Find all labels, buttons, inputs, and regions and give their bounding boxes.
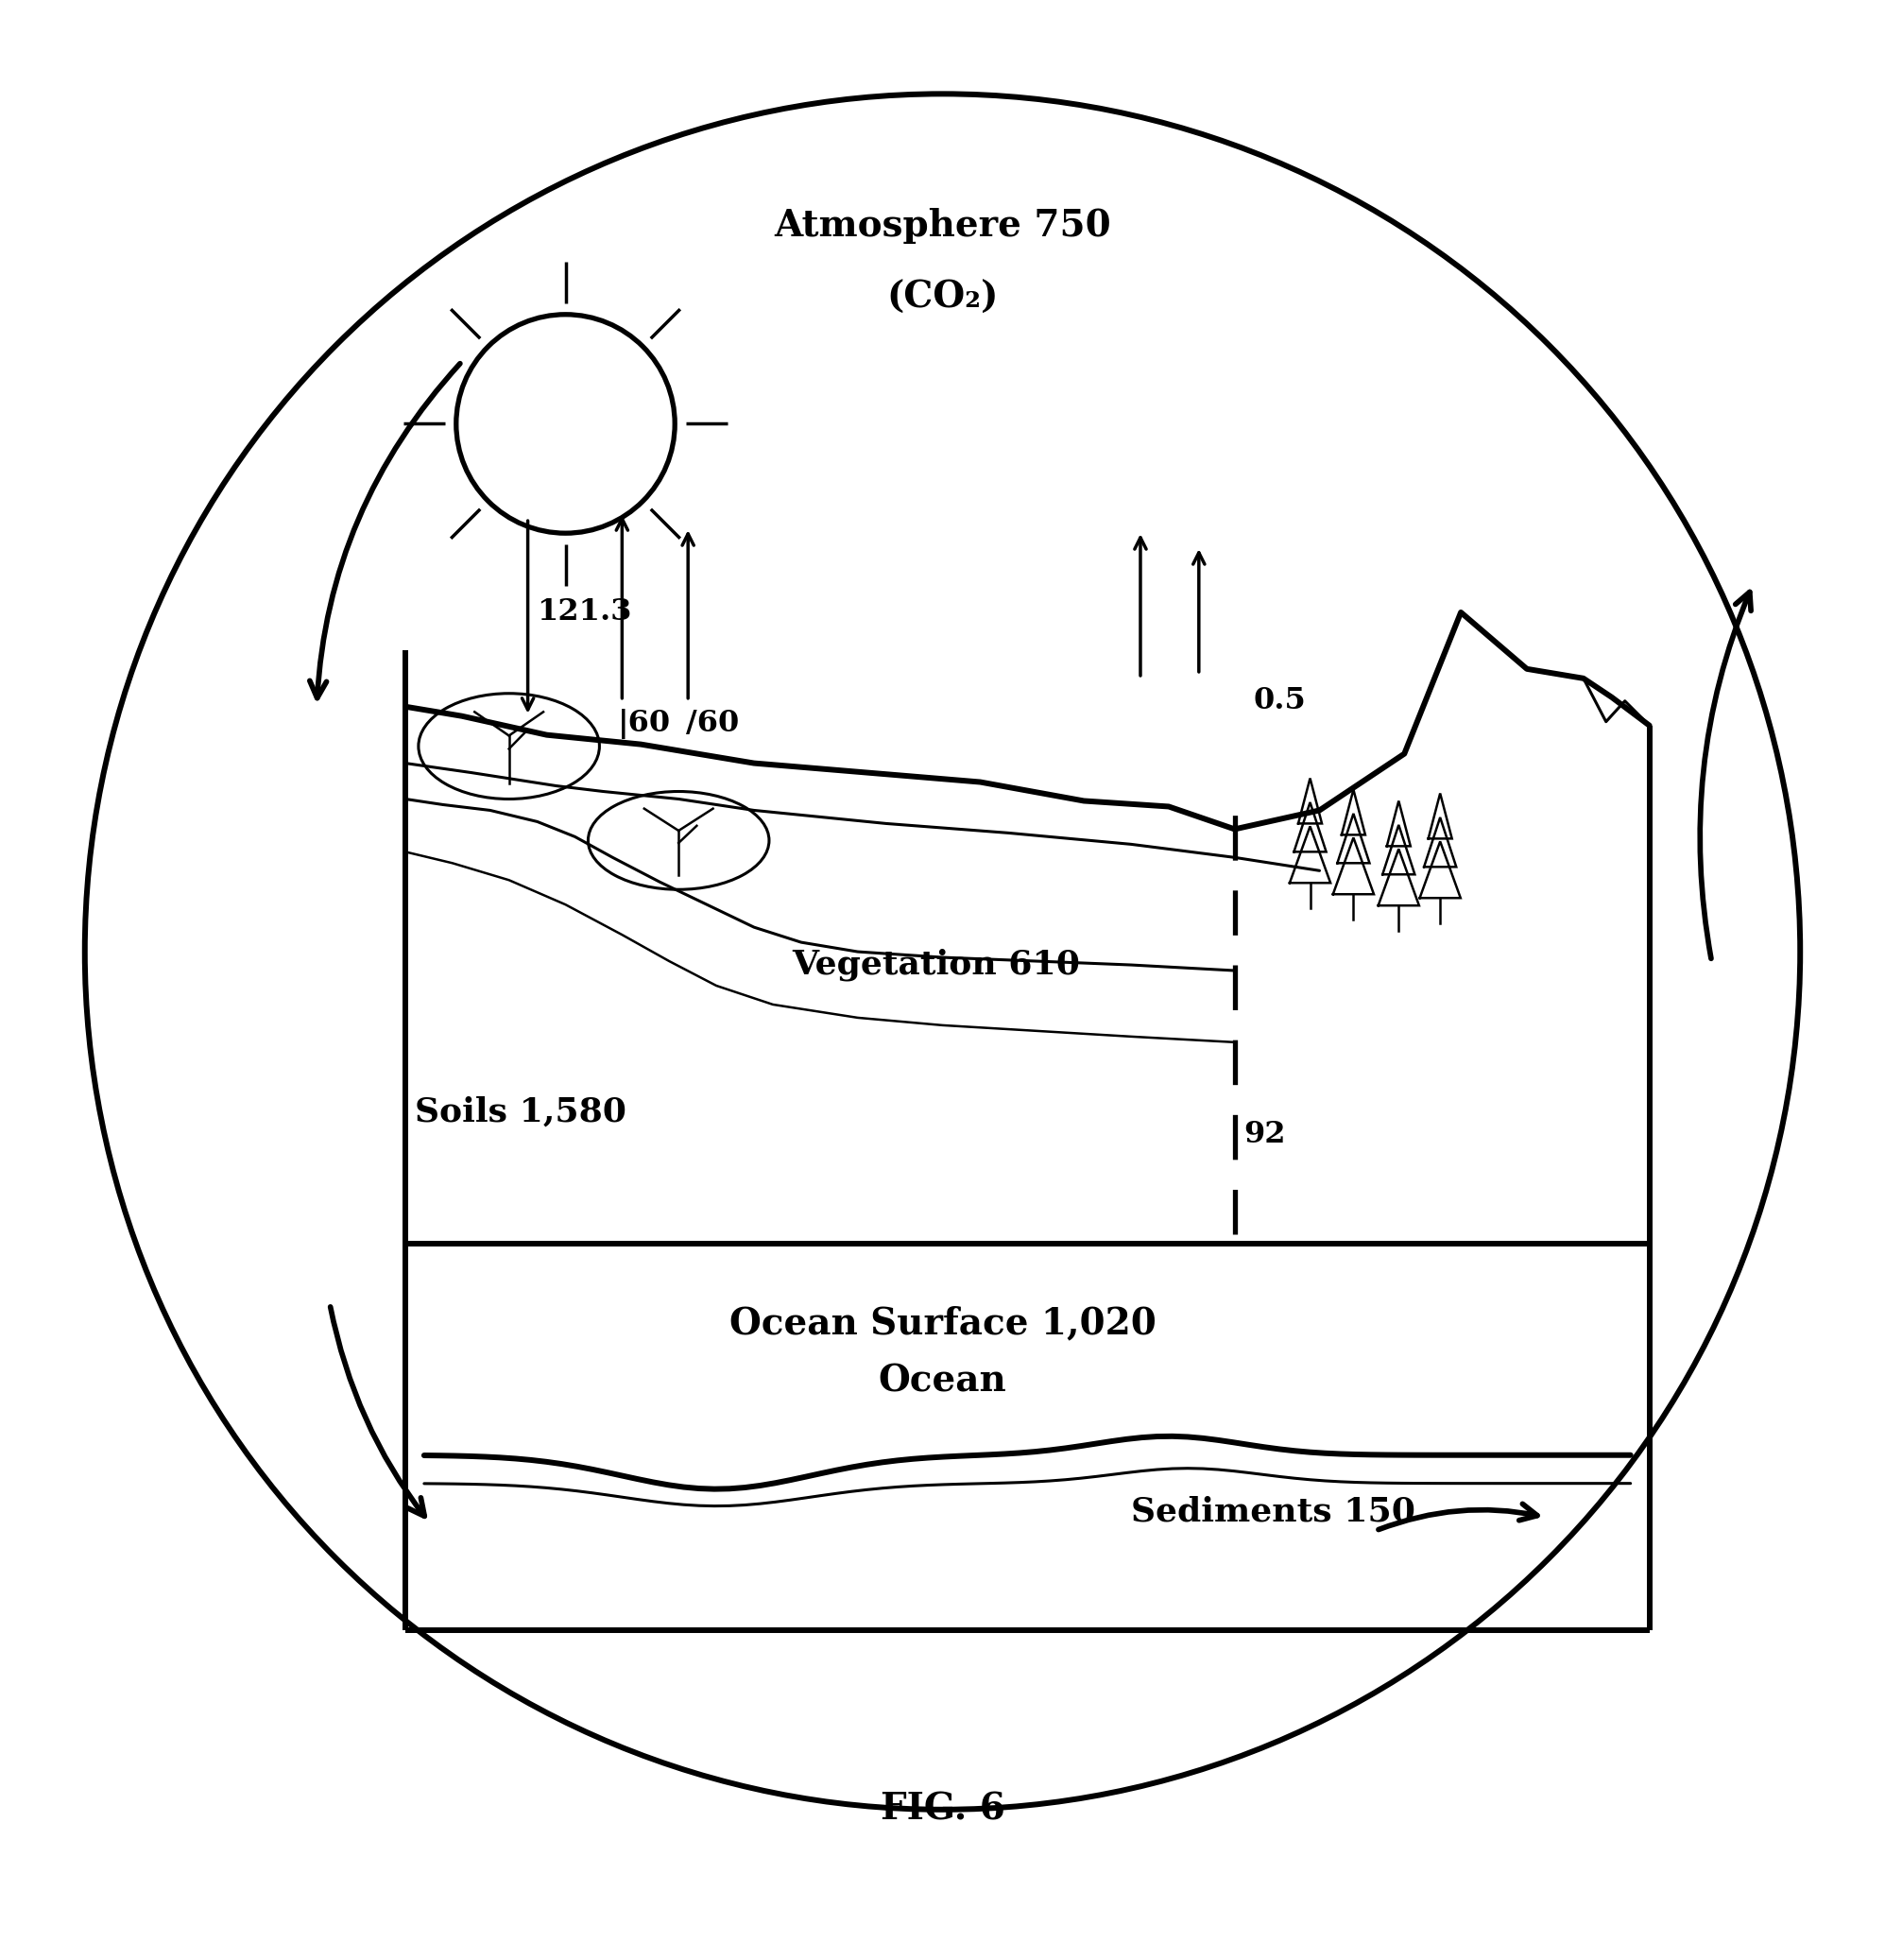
Text: Ocean Surface 1,020: Ocean Surface 1,020 (729, 1305, 1156, 1341)
Text: Soils 1,580: Soils 1,580 (415, 1096, 626, 1129)
Text: Atmosphere 750: Atmosphere 750 (775, 208, 1110, 243)
Text: Vegetation 610: Vegetation 610 (792, 949, 1080, 982)
Text: Sediments 150: Sediments 150 (1131, 1495, 1416, 1527)
Text: Ocean: Ocean (878, 1364, 1007, 1399)
Circle shape (456, 314, 675, 533)
Text: 0.5: 0.5 (1254, 686, 1306, 715)
Text: 92: 92 (1244, 1119, 1286, 1149)
Text: /60: /60 (686, 710, 739, 739)
Text: FIG. 6: FIG. 6 (880, 1791, 1005, 1827)
Text: (CO₂): (CO₂) (886, 280, 999, 316)
Text: |60: |60 (618, 708, 671, 739)
Text: 121.3: 121.3 (537, 598, 631, 627)
